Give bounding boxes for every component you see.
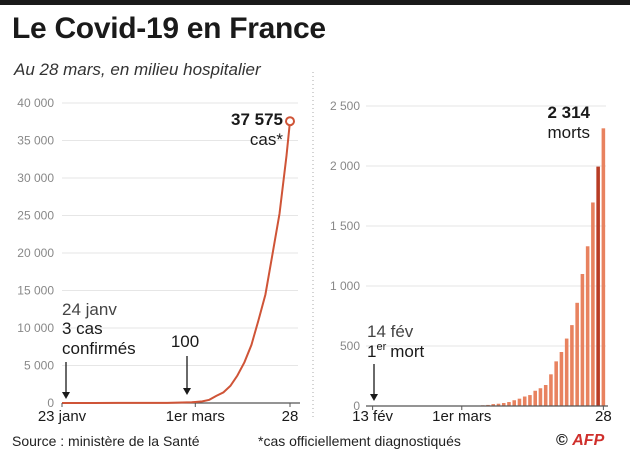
deaths-bar (580, 274, 585, 406)
top-rule (0, 0, 630, 5)
deaths-y-tick-label: 2 000 (330, 159, 360, 173)
deaths-bar (501, 403, 506, 406)
deaths-bar (585, 246, 590, 406)
cases-end-marker (285, 116, 295, 127)
cases-x-tick-label: 23 janv (38, 408, 87, 425)
cases-start-date: 24 janv (62, 300, 117, 319)
deaths-bar (543, 385, 548, 406)
deaths-y-tick-label: 1 000 (330, 279, 360, 293)
afp-logo: © AFP (556, 432, 604, 450)
footnote: *cas officiellement diagnostiqués (258, 433, 461, 449)
deaths-end-unit: morts (548, 123, 591, 142)
deaths-bar (591, 202, 595, 406)
cases-y-tick-label: 35 000 (17, 134, 54, 148)
cases-end-value: 37 575 (231, 110, 283, 129)
cases-end-unit: cas* (250, 130, 283, 149)
copyright-symbol: © (556, 432, 568, 449)
cases-start-arrowhead (62, 392, 70, 399)
cases-y-tick-label: 20 000 (17, 246, 54, 260)
deaths-bar (522, 396, 527, 406)
deaths-bar (575, 302, 579, 406)
deaths-bar (491, 404, 496, 406)
deaths-first-num: 1 (367, 342, 376, 361)
deaths-x-tick-label: 28 (595, 408, 612, 425)
deaths-first-sup: er (376, 341, 386, 353)
afp-wordmark: AFP (572, 432, 605, 449)
deaths-bar (517, 398, 522, 406)
cases-y-tick-label: 30 000 (17, 171, 54, 185)
deaths-bar (528, 395, 532, 406)
deaths-bar (554, 361, 558, 406)
deaths-first-word: mort (390, 342, 424, 361)
deaths-y-tick-label: 2 500 (330, 99, 360, 113)
deaths-x-tick-label: 13 fév (352, 408, 393, 425)
deaths-y-tick-label: 0 (353, 399, 360, 413)
deaths-bar (507, 402, 511, 406)
cases-y-tick-label: 15 000 (17, 284, 54, 298)
cases-y-tick-label: 25 000 (17, 209, 54, 223)
cases-y-tick-label: 40 000 (17, 96, 54, 110)
deaths-bar (533, 390, 537, 406)
deaths-first-arrowhead (370, 394, 378, 401)
chart-title: Le Covid-19 en France (12, 12, 326, 45)
cases-x-tick-label: 28 (282, 408, 299, 425)
cases-series-line (62, 121, 291, 404)
chart-subtitle: Au 28 mars, en milieu hospitalier (14, 60, 261, 79)
cases-chart: 0 5 000 10 000 15 000 20 000 25 000 30 000 35 0… (17, 96, 300, 425)
cases-y-tick-label: 0 (47, 396, 54, 410)
deaths-bar (596, 166, 600, 406)
deaths-bar (601, 128, 606, 406)
deaths-bar (496, 403, 501, 406)
deaths-chart: 0 500 1 000 1 500 2 000 2 500 13 fév 1er mars 2… (330, 99, 612, 425)
deaths-y-tick-label: 500 (340, 339, 360, 353)
deaths-first-label: 1er mort (367, 341, 425, 361)
deaths-bar (570, 325, 574, 406)
cases-start-text-2: confirmés (62, 339, 136, 358)
cases-x-tick-label: 1er mars (166, 408, 225, 425)
cases-mid-arrowhead (183, 388, 191, 395)
deaths-bar (564, 338, 569, 406)
deaths-bar (549, 374, 553, 406)
deaths-y-tick-label: 1 500 (330, 219, 360, 233)
cases-y-tick-label: 10 000 (17, 321, 54, 335)
cases-start-text-1: 3 cas (62, 319, 103, 338)
deaths-x-tick-label: 1er mars (432, 408, 491, 425)
deaths-bar (538, 388, 543, 406)
deaths-bar (512, 400, 517, 406)
deaths-first-date: 14 fév (367, 322, 414, 341)
deaths-bar (559, 352, 564, 406)
deaths-end-value: 2 314 (547, 103, 590, 122)
cases-mid-value: 100 (171, 332, 199, 351)
cases-y-tick-label: 5 000 (24, 359, 54, 373)
source-note: Source : ministère de la Santé (12, 433, 200, 449)
